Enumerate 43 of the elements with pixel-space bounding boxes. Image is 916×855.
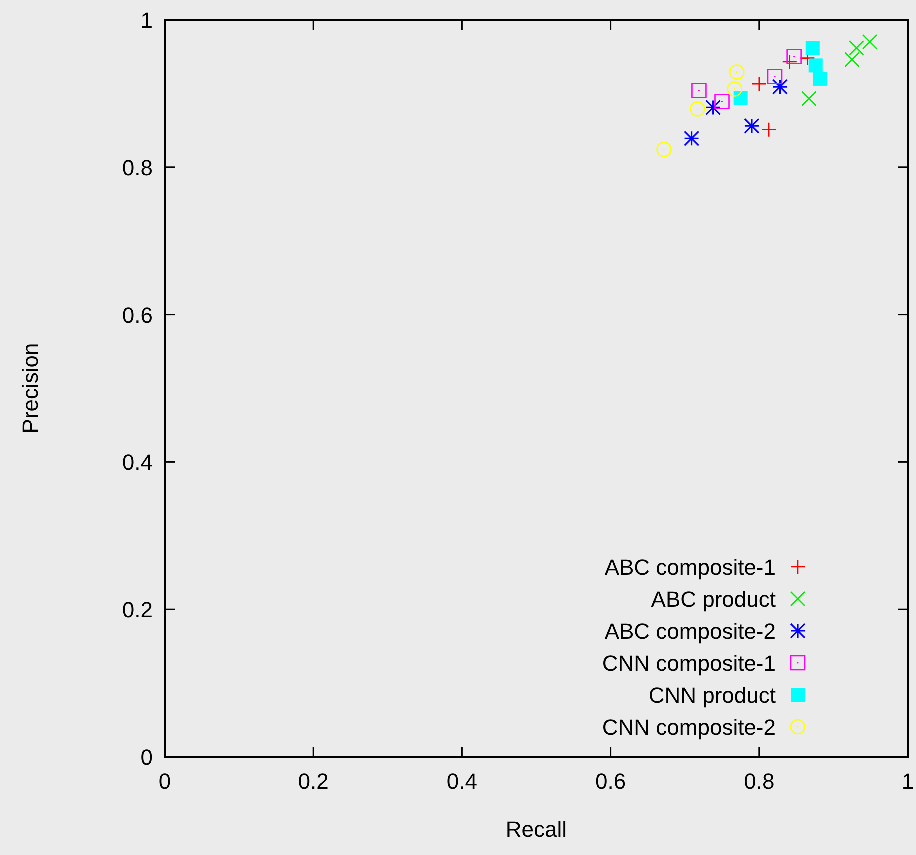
point [714,94,730,110]
point [752,76,768,92]
legend-label: CNN product [648,683,776,708]
point [802,91,817,107]
point [813,72,828,86]
point [862,34,878,50]
point [782,54,798,70]
legend-label: CNN composite-1 [602,651,776,676]
y-tick-label: 0.4 [122,450,153,476]
point [772,79,788,95]
x-tick-label: 0.2 [298,769,329,794]
x-tick-label: 1 [902,769,914,794]
legend-label: ABC product [651,587,776,612]
point [684,130,700,146]
point [729,64,745,80]
point [734,91,748,106]
y-tick-label: 0 [140,745,153,770]
x-tick-label: 0.4 [446,769,478,794]
x-axis-title: Recall [506,817,568,842]
point [706,100,722,116]
y-axis-title: Precision [18,343,43,434]
point [844,52,860,68]
point [761,122,777,138]
point [656,142,672,158]
point [744,118,760,134]
point [690,102,706,117]
point [786,49,802,64]
y-tick-label: 0.2 [122,598,153,623]
y-tick-label: 1 [140,8,153,33]
x-tick-label: 0.8 [744,769,775,794]
legend-label: ABC composite-2 [604,619,776,644]
y-tick-label: 0.6 [122,302,153,328]
point [767,69,783,84]
y-tick-label: 0.8 [122,155,153,180]
x-tick-label: 0 [158,769,172,794]
point [849,40,864,56]
point [692,83,707,98]
x-tick-label: 0.6 [596,769,626,794]
point [727,82,743,97]
point [808,58,823,73]
legend-label: ABC composite-1 [604,555,776,580]
point [806,41,820,56]
legend-label: CNN composite-2 [602,715,776,740]
